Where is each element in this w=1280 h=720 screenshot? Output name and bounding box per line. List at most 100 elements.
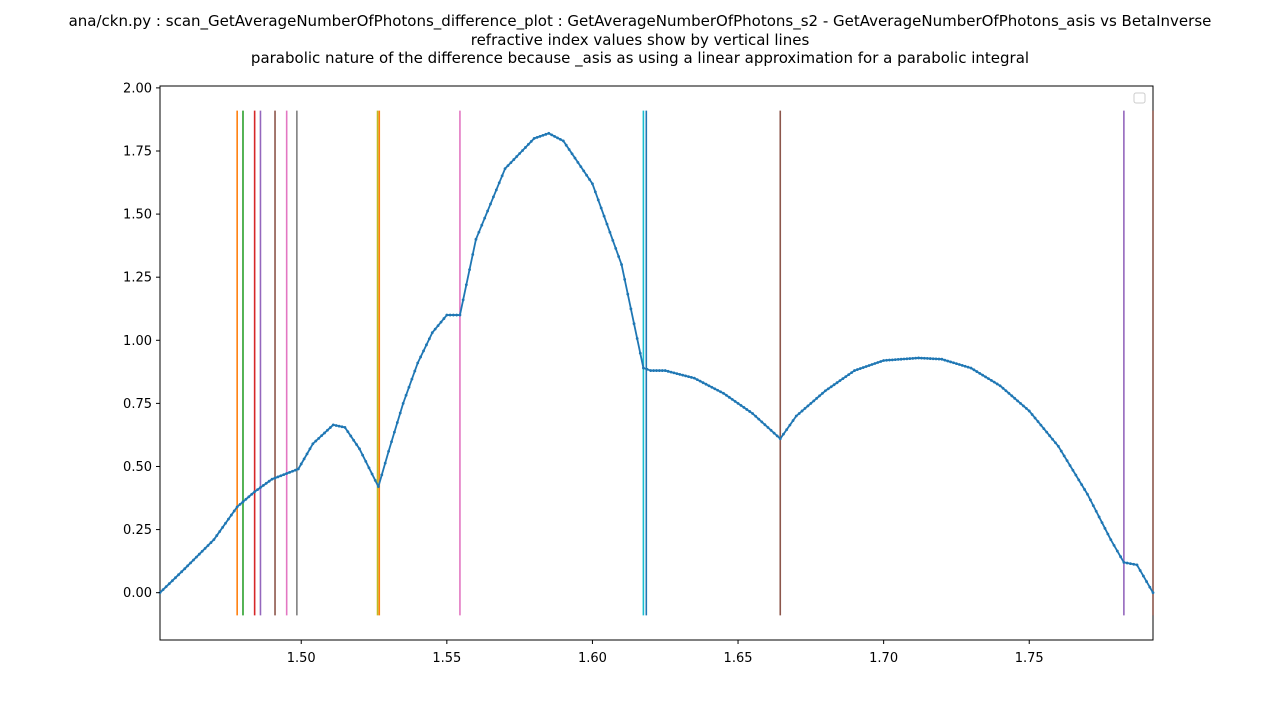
data-point-185 — [707, 384, 711, 388]
data-point-141 — [576, 160, 580, 164]
data-point-335 — [1151, 591, 1155, 595]
data-point-257 — [920, 356, 923, 360]
data-point-236 — [858, 367, 862, 370]
data-point-32 — [253, 490, 257, 494]
data-point-188 — [716, 388, 720, 392]
data-point-71 — [367, 466, 371, 470]
data-point-129 — [541, 133, 545, 137]
data-point-317 — [1094, 509, 1098, 513]
data-point-327 — [1125, 561, 1129, 565]
data-point-264 — [940, 357, 944, 361]
data-point-94 — [436, 324, 440, 328]
data-point-30 — [247, 495, 251, 499]
data-point-309 — [1071, 468, 1075, 472]
y-tick-label: 0.00 — [123, 586, 152, 601]
data-point-282 — [992, 380, 996, 384]
data-point-252 — [905, 357, 909, 361]
data-point-172 — [669, 370, 673, 374]
data-point-191 — [724, 393, 728, 397]
data-point-142 — [579, 165, 583, 169]
data-point-288 — [1010, 394, 1014, 398]
series-group — [158, 131, 1155, 595]
data-point-326 — [1122, 560, 1126, 564]
data-point-276 — [975, 370, 979, 373]
data-point-113 — [494, 188, 498, 192]
data-point-203 — [760, 420, 764, 424]
data-point-152 — [608, 230, 612, 234]
data-point-311 — [1077, 478, 1081, 482]
data-point-186 — [710, 385, 714, 389]
data-point-31 — [250, 492, 254, 496]
data-point-75 — [380, 473, 384, 477]
data-point-60 — [334, 424, 338, 427]
data-point-329 — [1132, 562, 1136, 566]
data-point-125 — [529, 140, 533, 143]
data-point-210 — [782, 432, 785, 436]
y-tick-label: 2.00 — [123, 81, 152, 96]
data-point-155 — [617, 255, 621, 258]
data-point-325 — [1119, 555, 1122, 559]
data-point-8 — [183, 567, 187, 571]
data-point-121 — [518, 152, 522, 155]
data-point-97 — [445, 313, 449, 317]
data-point-44 — [288, 470, 291, 474]
data-point-3 — [167, 582, 171, 586]
data-point-118 — [509, 161, 513, 165]
data-point-316 — [1091, 504, 1095, 507]
data-point-221 — [815, 396, 819, 400]
data-point-84 — [407, 385, 411, 389]
chart-title-line-1: ana/ckn.py : scan_GetAverageNumberOfPhot… — [68, 12, 1212, 30]
data-point-138 — [567, 148, 571, 151]
data-point-255 — [914, 356, 918, 360]
data-point-95 — [439, 320, 443, 324]
data-point-224 — [824, 389, 827, 393]
data-point-259 — [925, 357, 929, 360]
data-point-114 — [497, 181, 501, 185]
data-point-26 — [235, 505, 239, 509]
data-point-101 — [458, 313, 462, 317]
data-point-192 — [727, 395, 731, 399]
data-point-266 — [946, 359, 950, 363]
data-point-211 — [785, 428, 789, 432]
data-point-103 — [464, 283, 468, 287]
data-point-13 — [197, 552, 201, 556]
data-point-196 — [739, 404, 743, 407]
y-tick-label: 0.50 — [123, 460, 152, 475]
data-point-87 — [416, 361, 420, 365]
data-point-96 — [442, 317, 446, 320]
data-point-202 — [757, 417, 761, 421]
data-point-12 — [195, 555, 198, 559]
data-point-227 — [832, 383, 836, 387]
data-point-228 — [835, 381, 839, 385]
data-point-165 — [649, 369, 653, 372]
data-point-116 — [503, 167, 507, 171]
data-point-50 — [305, 452, 309, 456]
data-point-167 — [655, 369, 658, 372]
data-point-298 — [1039, 423, 1043, 427]
data-point-198 — [745, 408, 749, 411]
data-point-270 — [957, 363, 961, 366]
data-point-262 — [934, 357, 938, 361]
data-point-278 — [981, 373, 985, 377]
data-point-157 — [623, 277, 627, 281]
data-point-52 — [311, 442, 315, 446]
data-point-254 — [911, 356, 915, 360]
data-point-291 — [1019, 401, 1022, 405]
data-point-263 — [937, 357, 941, 361]
data-point-168 — [658, 369, 661, 372]
data-point-122 — [521, 149, 524, 152]
data-point-310 — [1074, 473, 1078, 477]
data-point-187 — [713, 387, 717, 391]
data-point-240 — [870, 363, 874, 366]
axes-frame — [159, 85, 1154, 641]
data-point-241 — [873, 362, 877, 365]
data-point-320 — [1103, 526, 1107, 530]
data-point-46 — [294, 468, 297, 472]
data-point-40 — [276, 475, 280, 479]
data-point-63 — [343, 425, 347, 429]
data-point-5 — [174, 576, 177, 580]
data-point-306 — [1062, 454, 1066, 458]
data-point-120 — [515, 155, 519, 158]
data-point-145 — [588, 178, 591, 181]
data-point-144 — [585, 173, 589, 177]
